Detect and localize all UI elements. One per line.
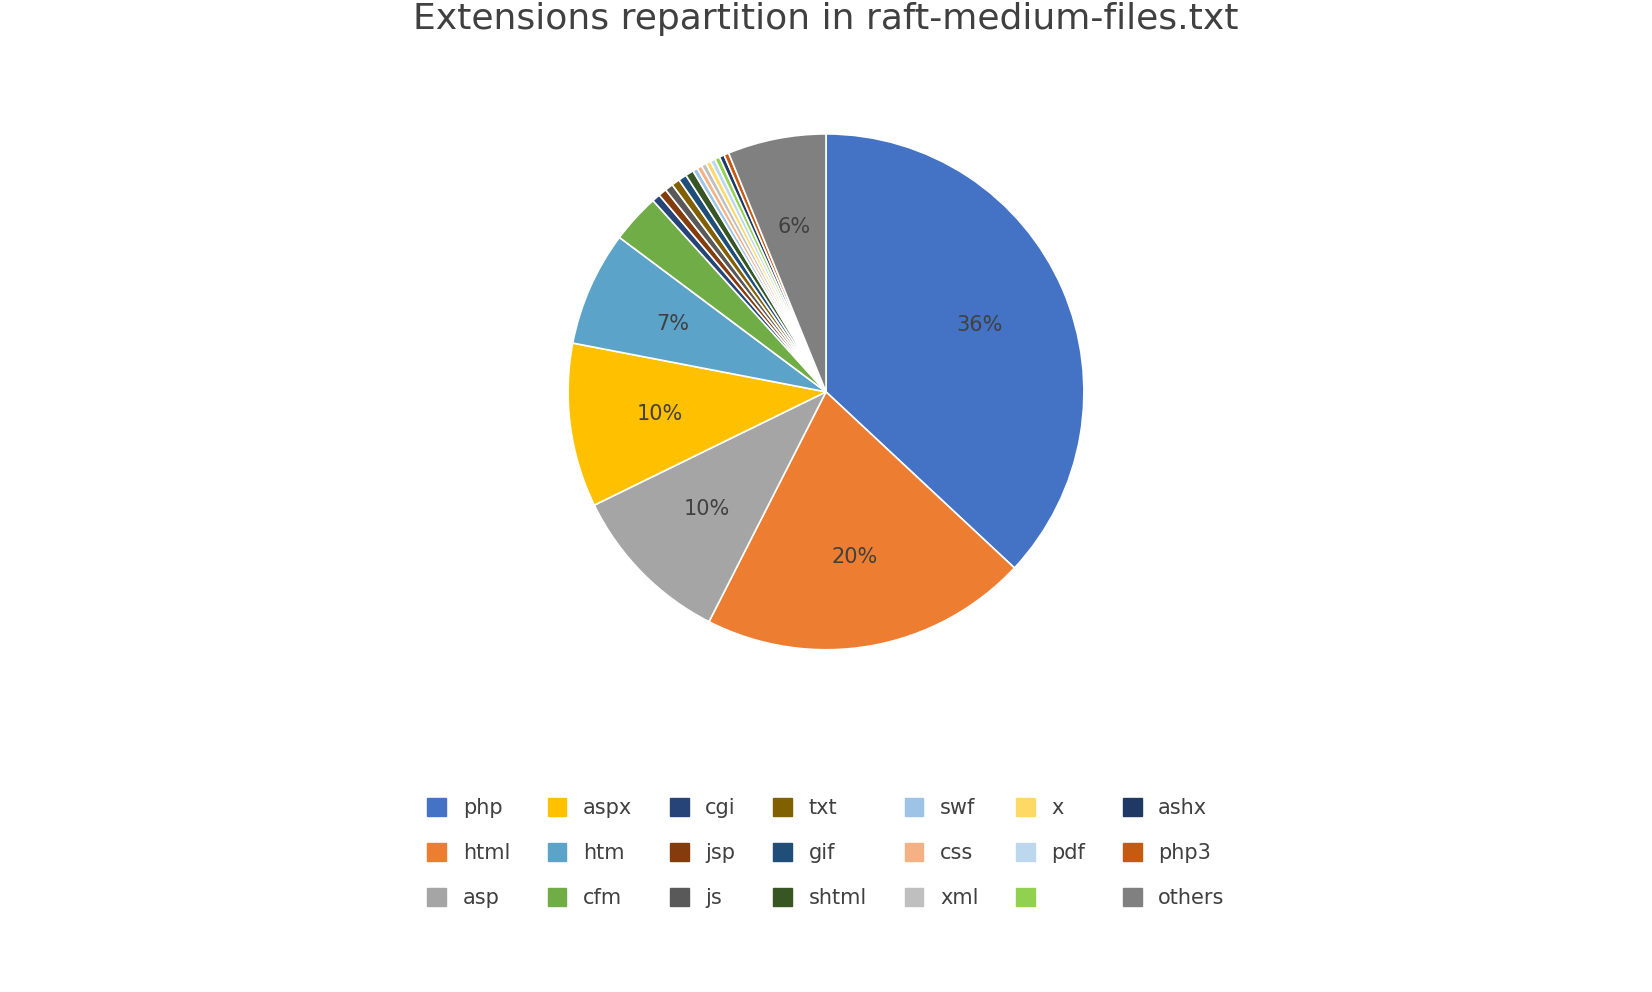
Text: 36%: 36% bbox=[957, 315, 1003, 335]
Wedge shape bbox=[709, 392, 1014, 650]
Wedge shape bbox=[568, 343, 826, 505]
Wedge shape bbox=[653, 195, 826, 392]
Wedge shape bbox=[697, 166, 826, 392]
Wedge shape bbox=[692, 169, 826, 392]
Wedge shape bbox=[659, 189, 826, 392]
Wedge shape bbox=[710, 159, 826, 392]
Wedge shape bbox=[679, 176, 826, 392]
Wedge shape bbox=[595, 392, 826, 622]
Wedge shape bbox=[724, 153, 826, 392]
Text: 6%: 6% bbox=[776, 217, 811, 237]
Wedge shape bbox=[702, 164, 826, 392]
Wedge shape bbox=[686, 171, 826, 392]
Wedge shape bbox=[573, 237, 826, 392]
Text: 10%: 10% bbox=[684, 499, 730, 520]
Wedge shape bbox=[826, 134, 1084, 568]
Wedge shape bbox=[672, 180, 826, 392]
Wedge shape bbox=[720, 155, 826, 392]
Text: 10%: 10% bbox=[636, 404, 682, 424]
Text: 20%: 20% bbox=[833, 547, 879, 567]
Legend: php, html, asp, aspx, htm, cfm, cgi, jsp, js, txt, gif, shtml, swf, css, xml, x,: php, html, asp, aspx, htm, cfm, cgi, jsp… bbox=[416, 788, 1236, 919]
Wedge shape bbox=[715, 157, 826, 392]
Wedge shape bbox=[729, 134, 826, 392]
Text: 7%: 7% bbox=[656, 314, 689, 334]
Wedge shape bbox=[666, 185, 826, 392]
Title: Extensions repartition in raft-medium-files.txt: Extensions repartition in raft-medium-fi… bbox=[413, 2, 1239, 36]
Wedge shape bbox=[620, 200, 826, 392]
Wedge shape bbox=[705, 162, 826, 392]
